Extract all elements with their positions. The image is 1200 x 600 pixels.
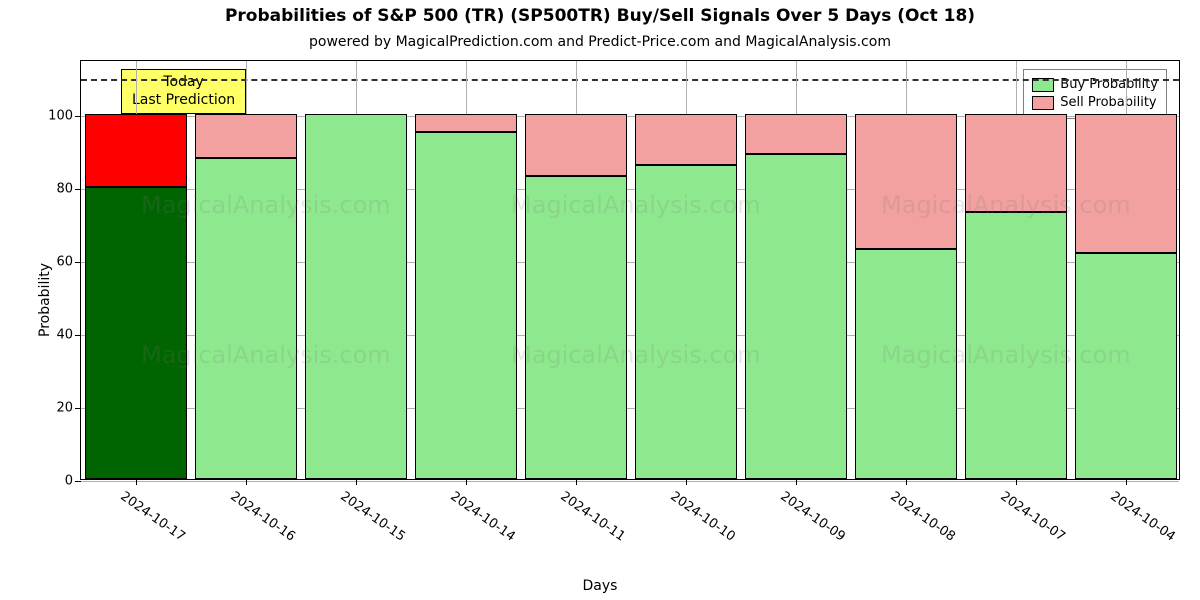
xtick-label: 2024-10-14 [447,489,518,545]
ytick-label: 60 [56,254,73,269]
bar-sell [855,114,956,249]
chart-subtitle: powered by MagicalPrediction.com and Pre… [0,34,1200,50]
xtick-mark [356,479,357,485]
ytick-mark [75,408,81,409]
bar-group [635,114,736,479]
bar-group [965,114,1066,479]
callout-line1: Today [132,74,235,92]
xtick-label: 2024-10-11 [557,489,628,545]
bar-sell [635,114,736,165]
bar-group [85,114,186,479]
legend-label: Sell Probability [1060,94,1156,112]
bar-group [195,114,296,479]
ytick-label: 40 [56,327,73,342]
bar-sell [525,114,626,176]
bar-sell [1075,114,1176,253]
bar-buy [855,249,956,479]
bar-sell [85,114,186,187]
xtick-mark [576,479,577,485]
xtick-label: 2024-10-16 [227,489,298,545]
xtick-label: 2024-10-04 [1107,489,1178,545]
bar-buy [965,212,1066,479]
xtick-label: 2024-10-17 [117,489,188,545]
plot-area: Buy ProbabilitySell Probability Today La… [80,60,1180,480]
legend-swatch [1032,96,1054,110]
ytick-mark [75,189,81,190]
bar-buy [745,154,846,479]
xtick-mark [466,479,467,485]
callout-line2: Last Prediction [132,92,235,110]
chart-container: Probabilities of S&P 500 (TR) (SP500TR) … [0,0,1200,600]
bar-sell [415,114,516,132]
xtick-mark [796,479,797,485]
ytick-label: 100 [48,108,73,123]
ytick-label: 80 [56,181,73,196]
bar-group [855,114,956,479]
xtick-label: 2024-10-07 [997,489,1068,545]
bar-buy [525,176,626,479]
bar-buy [85,187,186,479]
bar-sell [965,114,1066,213]
x-axis-label: Days [0,578,1200,594]
chart-title: Probabilities of S&P 500 (TR) (SP500TR) … [0,6,1200,26]
xtick-mark [136,479,137,485]
legend: Buy ProbabilitySell Probability [1023,69,1167,119]
xtick-label: 2024-10-10 [667,489,738,545]
bar-sell [745,114,846,154]
bar-buy [1075,253,1176,479]
xtick-mark [906,479,907,485]
xtick-mark [1126,479,1127,485]
xtick-label: 2024-10-09 [777,489,848,545]
ytick-label: 0 [65,474,73,489]
bar-group [745,114,846,479]
ytick-mark [75,481,81,482]
bar-sell [195,114,296,158]
bar-group [415,114,516,479]
xtick-label: 2024-10-15 [337,489,408,545]
ytick-mark [75,335,81,336]
legend-item: Sell Probability [1032,94,1158,112]
ytick-label: 20 [56,400,73,415]
bar-buy [415,132,516,479]
ytick-mark [75,116,81,117]
bar-group [305,114,406,479]
bar-buy [635,165,736,479]
bar-group [525,114,626,479]
xtick-mark [246,479,247,485]
ytick-mark [75,262,81,263]
xtick-label: 2024-10-08 [887,489,958,545]
xtick-mark [1016,479,1017,485]
bar-buy [195,158,296,479]
bar-buy [305,114,406,479]
xtick-mark [686,479,687,485]
y-axis-label: Probability [37,263,53,337]
bar-group [1075,114,1176,479]
today-callout: Today Last Prediction [121,69,246,114]
